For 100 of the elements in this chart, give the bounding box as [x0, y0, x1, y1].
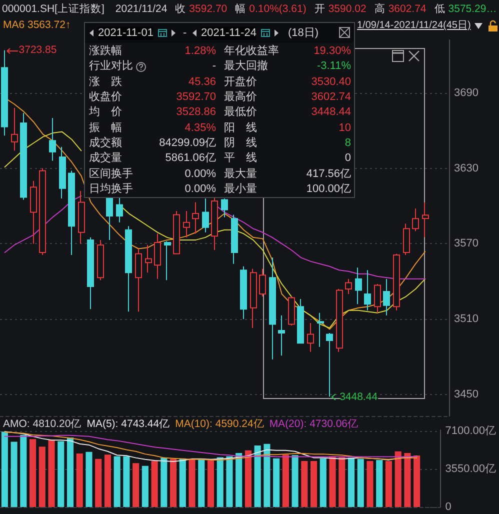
bar [236, 452, 242, 507]
candlestick [154, 233, 161, 280]
annotation: 日均换手 [89, 182, 133, 196]
chart-subtitle: 1/09/14-2021/11/24(45日) [357, 19, 471, 32]
bar [338, 457, 346, 507]
chart-title: 000001.SH[上证指数] [2, 3, 104, 16]
candlestick [59, 146, 66, 199]
bar [76, 454, 83, 507]
annotation: 振 幅 [89, 122, 122, 135]
candlestick [49, 117, 56, 162]
bar [151, 461, 158, 507]
annotation: 0 [344, 152, 351, 166]
candlestick [259, 268, 266, 298]
candlestick [374, 283, 381, 314]
annotation: 3448.44 [311, 106, 351, 120]
annotation: 行业对比 [89, 60, 133, 74]
bar [301, 461, 308, 507]
candlestick [202, 198, 209, 233]
annotation: 最小量 [224, 182, 257, 196]
candlestick [20, 112, 27, 200]
candlestick [87, 236, 94, 310]
candlestick [317, 312, 324, 348]
candlestick [78, 190, 85, 244]
bar [357, 458, 364, 507]
candlestick [336, 288, 343, 352]
text: 收 [175, 3, 186, 16]
y-tick-label: 7100.00亿 [445, 425, 496, 438]
candlestick [307, 322, 314, 352]
bar [292, 455, 298, 507]
bar [160, 458, 168, 507]
bar [188, 459, 196, 507]
candlestick [106, 196, 113, 240]
candlestick [145, 244, 152, 274]
bar [244, 450, 252, 507]
annotation: 平 线 [224, 152, 257, 166]
candlestick [173, 210, 180, 254]
bar [30, 439, 36, 507]
text: 幅 [235, 3, 246, 16]
annotation: 最低价 [224, 106, 257, 120]
candlestick [345, 278, 352, 295]
bar [86, 452, 92, 507]
annotation: 3528.86 [176, 106, 216, 120]
candlestick [125, 226, 132, 312]
text: (18日) [288, 27, 319, 40]
text: 开 [314, 3, 326, 16]
candlestick [135, 248, 142, 312]
text: AMO: 4810.20亿 [3, 418, 82, 431]
candlestick [383, 278, 390, 316]
candlestick [297, 298, 304, 344]
text: 3602.74 [388, 3, 426, 16]
bar [404, 452, 411, 507]
text: MA(20): 4730.06亿 [269, 418, 359, 431]
y-tick-label: 0 [445, 501, 452, 513]
text: 3590.02 [328, 3, 366, 16]
annotation: 成交量 [89, 152, 122, 166]
candlestick [269, 257, 276, 360]
annotation: 区间换手 [89, 168, 133, 181]
candlestick [183, 210, 190, 238]
text: MA6 3563.72↑ [3, 19, 71, 32]
bar [329, 456, 336, 507]
bar [1, 432, 8, 507]
annotation: 4.35% [184, 122, 216, 135]
candlestick [11, 107, 18, 152]
annotation: 阳 线 [224, 122, 257, 135]
annotation: 10 [338, 122, 351, 135]
bar [273, 458, 280, 507]
bar [226, 456, 233, 507]
candlestick [68, 170, 75, 256]
annotation: 0.00% [184, 182, 216, 196]
bar [58, 441, 64, 507]
annotation: 均 价 [89, 106, 122, 120]
candlestick [30, 180, 37, 244]
text: 高 [374, 3, 386, 16]
candlestick [231, 214, 238, 264]
bar [95, 458, 102, 507]
text: 3575.29… [448, 3, 497, 16]
annotation: 开盘价 [224, 76, 257, 89]
candlestick [97, 239, 104, 281]
bar [320, 458, 326, 507]
annotation: 成交额 [89, 136, 122, 150]
annotation: 收盘价 [89, 90, 122, 104]
candlestick [288, 296, 295, 326]
bar [179, 458, 186, 507]
annotation: 1.28% [184, 45, 216, 58]
bar [38, 446, 46, 507]
text: 3592.70 [189, 3, 228, 16]
annotation: 100.00亿 [306, 182, 351, 196]
bar [366, 461, 374, 507]
annotation: 最大量 [224, 168, 257, 181]
candlestick [422, 202, 429, 238]
annotation: 5861.06亿 [165, 152, 216, 166]
annotation: 最大回撤 [224, 60, 268, 74]
bar [264, 444, 270, 507]
annotation: 45.36 [188, 76, 216, 89]
bar [10, 442, 18, 507]
candlestick [116, 196, 123, 223]
candlestick [164, 240, 171, 281]
y-tick-label: 3550.00亿 [445, 463, 496, 476]
annotation: 涨 跌 [89, 76, 122, 89]
bar [104, 454, 111, 507]
